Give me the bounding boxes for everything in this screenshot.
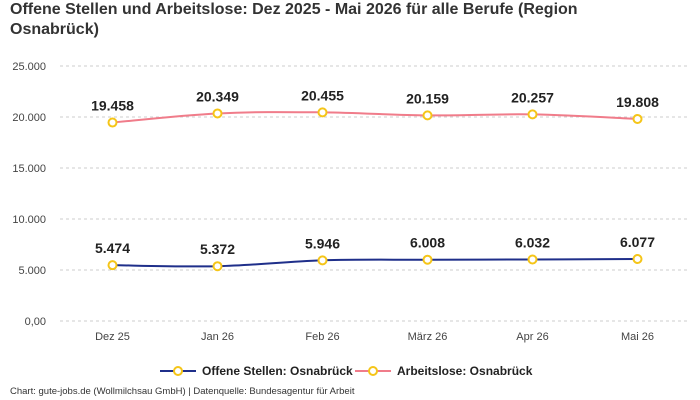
x-tick-label: März 26 <box>408 331 448 343</box>
series-layer: 5.474 5.372 5.946 6.008 6.032 6.077 19.458 20.3… <box>91 87 659 272</box>
x-tick-label: Dez 25 <box>95 331 130 343</box>
legend[interactable]: Offene Stellen: Osnabrück Arbeitslose: Os… <box>160 364 533 378</box>
y-tick-label: 0,00 <box>25 316 46 328</box>
chart-title: Offene Stellen und Arbeitslose: Dez 2025… <box>10 1 578 38</box>
legend-marker <box>368 366 378 376</box>
legend-label: Offene Stellen: Osnabrück <box>202 364 353 378</box>
data-point[interactable] <box>422 254 433 265</box>
data-label: 20.159 <box>406 90 449 106</box>
data-point[interactable] <box>527 109 538 120</box>
data-point[interactable] <box>317 107 328 118</box>
series-offene-stellen: 5.474 5.372 5.946 6.008 6.032 6.077 <box>95 234 655 272</box>
data-point[interactable] <box>632 254 643 265</box>
data-label: 19.458 <box>91 98 134 114</box>
y-axis-ticks: 0,00 5.000 10.000 15.000 20.000 25.000 <box>12 61 46 328</box>
data-label: 20.257 <box>511 89 554 105</box>
chart-credits: Chart: gute-jobs.de (Wollmilchsau GmbH) … <box>10 386 355 397</box>
series-line <box>112 111 638 124</box>
data-label: 19.808 <box>616 94 659 110</box>
data-point[interactable] <box>212 108 223 119</box>
data-label: 5.474 <box>95 240 130 256</box>
y-tick-label: 25.000 <box>12 61 46 73</box>
y-tick-label: 5.000 <box>18 265 46 277</box>
data-point[interactable] <box>527 254 538 265</box>
x-tick-label: Apr 26 <box>516 331 548 343</box>
data-point[interactable] <box>632 113 643 124</box>
data-label: 5.946 <box>305 235 340 251</box>
series-line <box>112 258 638 268</box>
legend-item[interactable]: Offene Stellen: Osnabrück <box>160 364 353 378</box>
data-label: 6.032 <box>515 234 550 250</box>
data-point[interactable] <box>422 110 433 121</box>
data-point[interactable] <box>212 261 223 272</box>
data-label: 20.349 <box>196 88 239 104</box>
legend-label: Arbeitslose: Osnabrück <box>397 364 533 378</box>
data-label: 20.455 <box>301 87 344 103</box>
data-point[interactable] <box>107 117 118 128</box>
data-label: 6.008 <box>410 235 445 251</box>
data-point[interactable] <box>317 255 328 266</box>
x-axis-ticks: Dez 25 Jan 26 Feb 26 März 26 Apr 26 Mai 26 <box>95 331 654 343</box>
y-tick-label: 10.000 <box>12 214 46 226</box>
x-tick-label: Mai 26 <box>621 331 654 343</box>
data-label: 5.372 <box>200 241 235 257</box>
x-tick-label: Jan 26 <box>201 331 234 343</box>
data-label: 6.077 <box>620 234 655 250</box>
series-arbeitslose: 19.458 20.349 20.455 20.159 20.257 19.808 <box>91 87 659 128</box>
grid-lines <box>60 65 690 322</box>
y-tick-label: 15.000 <box>12 163 46 175</box>
y-tick-label: 20.000 <box>12 112 46 124</box>
x-tick-label: Feb 26 <box>305 331 339 343</box>
legend-item[interactable]: Arbeitslose: Osnabrück <box>355 364 533 378</box>
data-point[interactable] <box>107 260 118 271</box>
legend-marker <box>173 366 183 376</box>
